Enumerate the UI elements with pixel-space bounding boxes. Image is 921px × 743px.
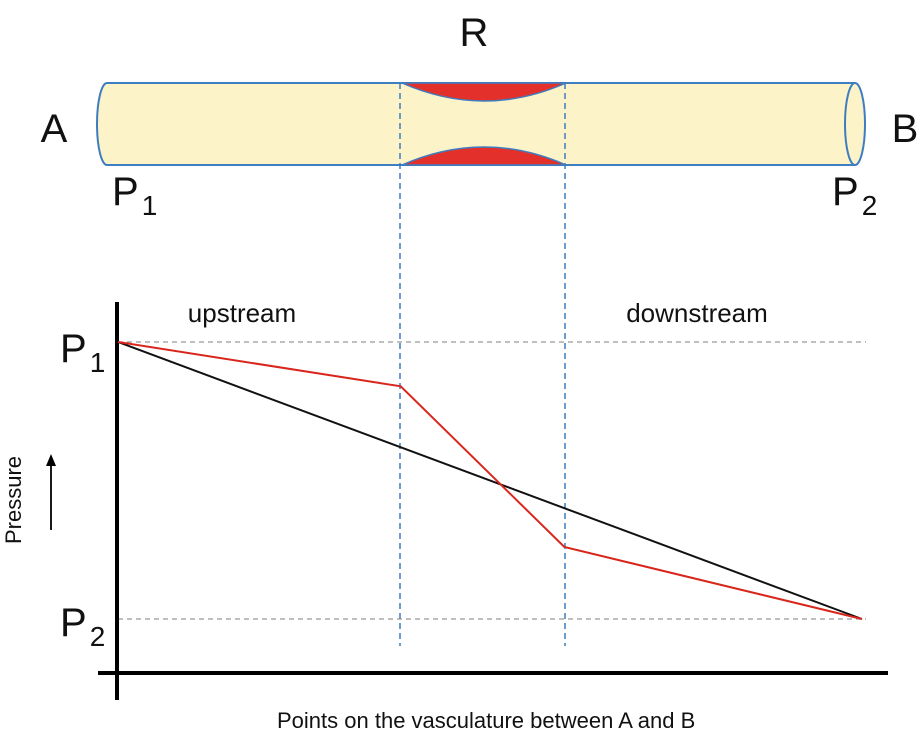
region-label-upstream: upstream — [188, 298, 296, 328]
point-b-label: B — [892, 107, 919, 151]
x-axis-label: Points on the vasculature between A and … — [277, 708, 695, 733]
vessel-tube — [96, 82, 856, 166]
y-tick-p2-sub: 2 — [90, 621, 106, 652]
y-axis-label: Pressure — [1, 456, 26, 544]
y-tick-p1-base: P — [60, 327, 87, 371]
y-tick-p1-sub: 1 — [90, 347, 106, 378]
resistance-label: R — [460, 11, 489, 55]
vessel-p2-base: P — [832, 170, 859, 214]
point-a-label: A — [41, 107, 68, 151]
series-stenosis-line — [117, 341, 863, 620]
y-tick-p2-base: P — [60, 601, 87, 645]
vessel-tube-end — [844, 82, 866, 166]
series-uniform-line — [117, 341, 863, 620]
stenosis-plaque-top — [401, 82, 567, 102]
vessel-p2-sub: 2 — [862, 190, 878, 221]
region-label-downstream: downstream — [626, 298, 768, 328]
stenosis-plaque-bottom — [401, 146, 567, 166]
vessel-p1-sub: 1 — [142, 190, 158, 221]
vessel-p1-base: P — [112, 170, 139, 214]
y-axis-arrow-icon — [46, 454, 56, 530]
